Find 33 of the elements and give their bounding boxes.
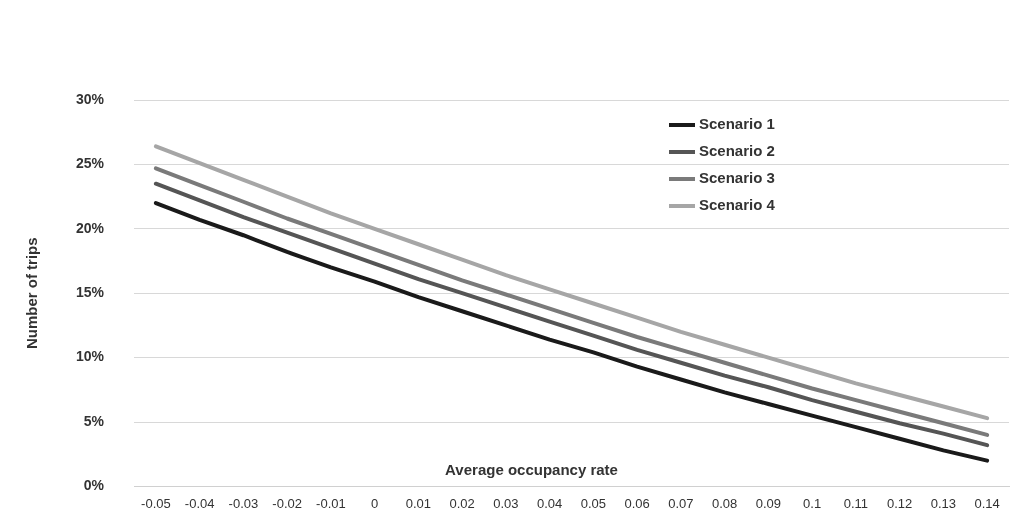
y-tick-label: 30% [75, 90, 105, 107]
y-tick-label: 5% [83, 412, 105, 429]
x-tick-label: 0.01 [405, 495, 432, 511]
legend-label: Scenario 3 [699, 169, 775, 187]
x-tick-label: -0.01 [316, 495, 346, 511]
x-tick-label: 0.13 [930, 495, 957, 511]
y-axis-title: Number of trips [23, 237, 41, 350]
legend-label: Scenario 1 [699, 115, 775, 133]
x-tick-label: 0.11 [843, 495, 869, 511]
x-tick-label: 0 [371, 495, 379, 511]
x-tick-label: 0.03 [493, 495, 519, 511]
x-tick-label: 0.14 [974, 495, 1000, 511]
y-tick-label: 0% [83, 477, 105, 494]
x-tick-label: -0.02 [272, 495, 302, 511]
y-tick-label: 20% [75, 219, 105, 236]
x-axis-title: Average occupancy rate [445, 461, 618, 479]
x-tick-label: 0.05 [580, 495, 607, 511]
y-tick-label: 15% [75, 284, 105, 301]
legend-label: Scenario 2 [699, 142, 775, 160]
x-tick-label: 0.02 [449, 495, 475, 511]
x-tick-label: 0.09 [755, 495, 782, 511]
y-tick-label: 10% [75, 348, 105, 365]
x-tick-label: -0.05 [141, 495, 171, 511]
legend-label: Scenario 4 [699, 196, 776, 214]
x-tick-label: 0.06 [624, 495, 650, 511]
x-tick-label: -0.03 [228, 495, 259, 511]
x-tick-label: 0.04 [536, 495, 563, 511]
x-tick-label: 0.1 [803, 495, 822, 511]
x-tick-label: 0.12 [886, 495, 913, 511]
x-tick-label: -0.04 [184, 495, 215, 511]
x-tick-label: 0.07 [668, 495, 694, 511]
x-tick-label: 0.08 [711, 495, 738, 511]
y-tick-label: 25% [75, 155, 105, 172]
